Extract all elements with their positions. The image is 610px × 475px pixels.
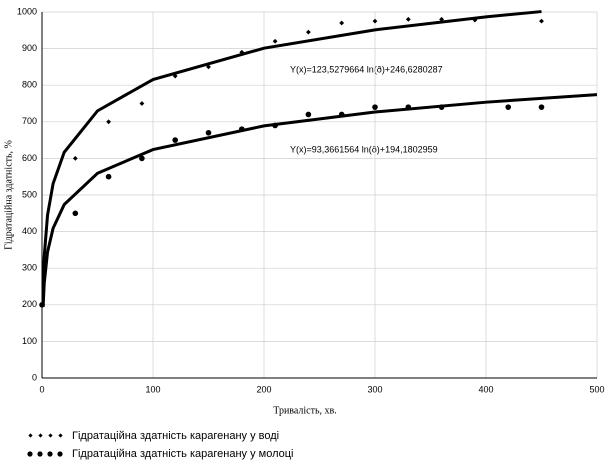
x-tick-label: 100 [145,384,160,394]
point [72,155,78,161]
legend: Гідратаційна здатність карагенану у воді… [27,430,293,460]
legend-marker [27,451,63,457]
y-axis-title: Гідратаційна здатність, % [3,140,14,250]
legend-label: Гідратаційна здатність карагенану у моло… [72,448,293,460]
point [505,104,512,110]
point [72,210,79,217]
point [139,101,145,106]
point [239,126,245,132]
point [372,18,378,24]
x-axis-title: Тривалість, хв. [273,405,337,416]
point [339,20,345,26]
point [405,16,411,22]
point [372,104,378,110]
y-tick-label: 200 [22,299,37,309]
point [305,29,311,35]
y-tick-label: 0 [32,372,37,382]
y-tick-label: 800 [22,80,37,90]
x-tick-label: 300 [367,384,382,394]
y-tick-label: 400 [22,226,37,236]
point [272,38,278,44]
point [172,73,178,79]
y-tick-label: 700 [22,116,37,126]
point [472,17,478,23]
trend-line [41,93,598,307]
point [205,129,212,136]
point [539,18,544,24]
point [305,111,312,118]
x-tick-label: 400 [478,384,493,394]
point [405,104,412,110]
y-tick-label: 900 [22,43,37,53]
y-tick-label: 100 [22,336,37,346]
equation: Y(x)=93,3661564 ln(ð)+194,1802959 [290,144,438,154]
point [338,111,345,118]
x-tick-label: 0 [39,384,44,394]
point [538,104,545,110]
point [272,122,278,129]
point [106,119,112,125]
equation: Y(x)=123,5279664 ln(ð)+246,6280287 [290,64,443,74]
point [438,104,445,110]
point [172,137,178,143]
trend-line [41,10,542,288]
point [139,155,145,162]
point [39,302,45,308]
x-tick-label: 200 [256,384,271,394]
y-tick-label: 600 [22,153,37,163]
point [439,16,445,22]
y-tick-label: 500 [22,189,37,199]
x-tick-label: 500 [589,384,604,394]
legend-label: Гідратаційна здатність карагенану у воді [72,430,279,442]
y-tick-label: 300 [22,263,37,273]
legend-marker [28,433,63,438]
point [206,64,211,70]
y-tick-label: 1000 [17,6,37,16]
point [105,173,112,180]
